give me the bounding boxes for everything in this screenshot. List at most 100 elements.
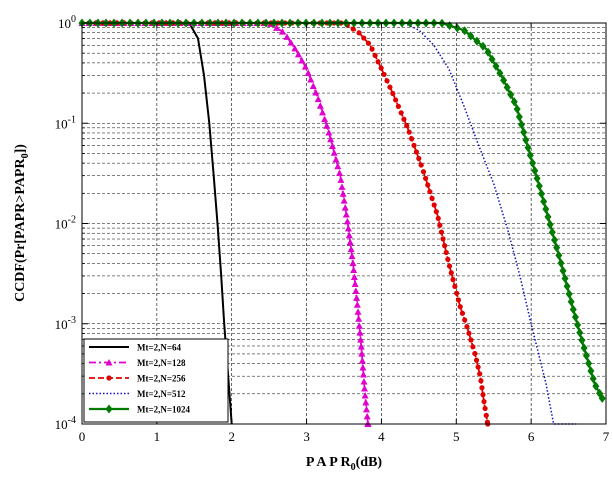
series-marker-4 (567, 297, 575, 307)
series-marker-4 (533, 173, 541, 183)
series-marker-2 (437, 222, 443, 228)
series-marker-2 (429, 195, 435, 201)
series-marker-1 (340, 197, 348, 204)
series-marker-2 (411, 142, 417, 148)
legend-marker-4 (105, 404, 113, 414)
series-marker-4 (522, 135, 530, 145)
series-marker-2 (433, 209, 439, 215)
y-axis-label-subscript: 0 (20, 153, 31, 158)
series-marker-2 (445, 256, 451, 262)
series-marker-1 (314, 95, 322, 103)
series-marker-2 (468, 337, 474, 343)
series-marker-4 (479, 41, 487, 51)
series-marker-2 (443, 249, 449, 256)
series-marker-1 (356, 329, 364, 336)
series-marker-1 (353, 294, 361, 301)
series-marker-4 (569, 304, 577, 314)
x-tick-label: 4 (378, 429, 385, 444)
series-marker-1 (323, 122, 331, 129)
series-marker-1 (339, 190, 347, 197)
series-marker-2 (438, 229, 445, 235)
series-marker-2 (459, 310, 466, 316)
series-marker-1 (341, 204, 349, 211)
series-marker-1 (361, 391, 369, 399)
series-marker-1 (332, 156, 340, 163)
series-marker-4 (524, 143, 532, 153)
series-marker-1 (336, 169, 344, 177)
series-marker-2 (464, 324, 470, 330)
series-marker-2 (416, 155, 422, 162)
series-marker-1 (362, 398, 370, 406)
x-tick-label: 0 (79, 429, 86, 444)
series-marker-1 (338, 183, 346, 190)
series-marker-4 (515, 112, 523, 122)
series-marker-4 (561, 274, 569, 284)
series-marker-2 (483, 412, 489, 418)
series-marker-1 (359, 371, 367, 378)
legend-label-2: Mt=2,N=256 (137, 374, 186, 384)
series-marker-1 (312, 89, 320, 96)
series-marker-4 (531, 166, 539, 176)
series-line-3 (82, 22, 577, 425)
y-tick-base: 10 (55, 317, 68, 332)
series-marker-1 (350, 266, 358, 273)
series-marker-2 (481, 398, 487, 405)
series-marker-4 (535, 181, 543, 191)
series-marker-1 (287, 39, 295, 46)
y-tick-base: 10 (55, 417, 68, 432)
x-tick-label: 1 (154, 429, 161, 444)
series-marker-1 (342, 210, 350, 218)
series-marker-4 (503, 82, 511, 92)
x-axis-label-unit: (dB) (356, 455, 383, 470)
series-marker-4 (473, 36, 481, 46)
series-marker-4 (557, 258, 565, 268)
series-marker-1 (327, 135, 335, 143)
series-marker-4 (484, 47, 492, 57)
series-marker-1 (321, 115, 329, 123)
series-marker-2 (462, 317, 468, 323)
series-marker-1 (357, 336, 365, 343)
series-marker-4 (520, 127, 528, 137)
y-axis-label: CCDF(Pr[PAPR>PAPR0]) (13, 144, 31, 302)
series-marker-2 (477, 371, 483, 377)
legend-label-4: Mt=2,N=1024 (137, 405, 190, 415)
series-marker-1 (337, 176, 345, 183)
series-marker-4 (510, 97, 518, 107)
series-marker-1 (318, 108, 326, 116)
series-marker-4 (542, 204, 550, 214)
series-marker-2 (409, 136, 415, 142)
series-marker-4 (565, 289, 573, 299)
series-marker-1 (316, 102, 324, 109)
y-tick-label: 10-4 (55, 415, 76, 432)
y-tick-base: 10 (55, 217, 68, 232)
series-marker-2 (369, 46, 375, 52)
series-marker-1 (349, 259, 357, 267)
series-marker-1 (346, 238, 354, 246)
series-marker-4 (496, 68, 504, 78)
series-marker-2 (395, 103, 401, 109)
x-axis-label-main: P A P R (306, 455, 352, 470)
legend: Mt=2,N=64 Mt=2,N=128 Mt=2,N=256 Mt=2,N=512 M… (83, 338, 229, 423)
series-marker-2 (475, 364, 481, 370)
series-marker-2 (413, 149, 419, 155)
y-axis-label-end: ]) (13, 144, 28, 154)
series-marker-2 (390, 90, 396, 97)
series-marker-4 (513, 104, 521, 114)
series-marker-2 (404, 123, 410, 129)
series-marker-4 (544, 212, 552, 222)
series-marker-4 (529, 158, 537, 168)
series-marker-4 (461, 26, 469, 36)
series-marker-2 (473, 357, 480, 363)
y-tick-label: 10-3 (55, 315, 76, 332)
x-tick-label: 6 (528, 429, 535, 444)
series-marker-4 (563, 281, 571, 291)
series-marker-2 (361, 35, 367, 41)
series-marker-2 (446, 263, 453, 269)
series-marker-1 (309, 82, 317, 90)
series-marker-4 (576, 328, 584, 338)
series-marker-1 (363, 405, 371, 413)
series-marker-1 (355, 315, 363, 322)
series-marker-2 (431, 202, 437, 208)
series-marker-1 (358, 357, 366, 364)
